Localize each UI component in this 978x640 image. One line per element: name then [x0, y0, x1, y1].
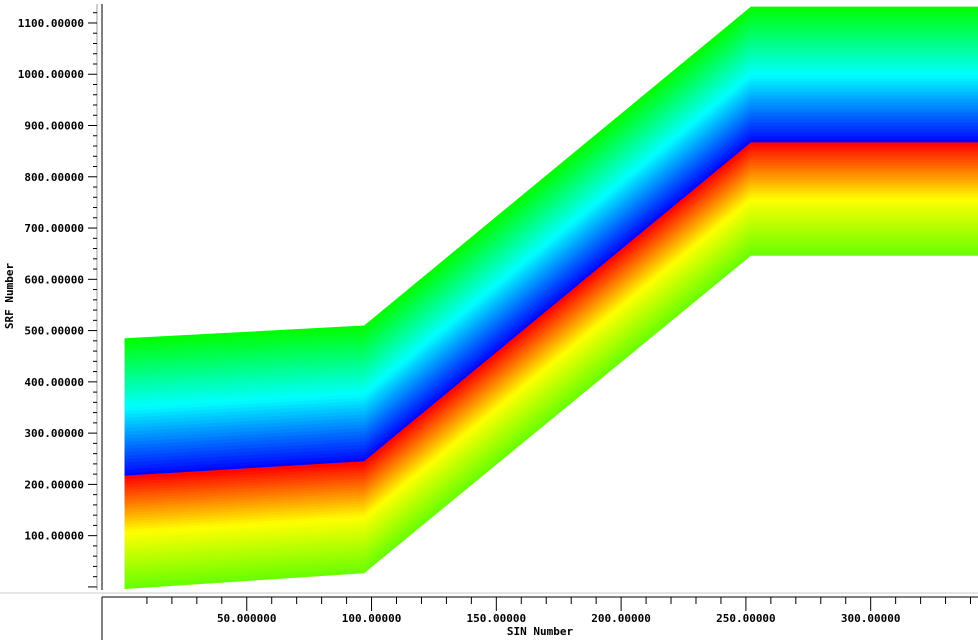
band-upper-stripe [124, 6, 978, 343]
band-upper-stripe [124, 94, 978, 432]
band-upper-stripe [124, 81, 978, 418]
y-axis-title: SRF Number [3, 263, 16, 330]
band-upper-stripe [124, 13, 978, 350]
band-upper-stripe [124, 30, 978, 367]
y-tick-label: 700.00000 [24, 222, 84, 235]
band-upper-stripe [124, 71, 978, 408]
band-upper-stripe [124, 50, 978, 387]
y-tick-label: 400.00000 [24, 376, 84, 389]
x-tick-label: 200.00000 [591, 612, 651, 625]
x-tick-label: 300.00000 [841, 612, 901, 625]
band-upper-stripe [124, 57, 978, 394]
x-tick-label: 250.00000 [716, 612, 776, 625]
x-tick-label: 150.00000 [467, 612, 527, 625]
plot-area [124, 6, 978, 590]
y-axis: 100.00000 200.00000 300.00000 400.00000 500.… [18, 4, 103, 590]
band-upper-stripe [124, 40, 978, 377]
band-upper-stripe [124, 16, 978, 353]
band-upper-stripe [124, 118, 978, 456]
x-tick-label: 100.00000 [342, 612, 402, 625]
y-tick-label: 600.00000 [24, 273, 84, 286]
y-tick-label: 500.00000 [24, 325, 84, 338]
band-upper-stripe [124, 128, 978, 467]
band-upper-stripe [124, 20, 978, 356]
band-upper-stripe [124, 88, 978, 425]
band-upper-stripe [124, 122, 978, 460]
band-upper-stripe [124, 47, 978, 384]
y-tick-label: 900.00000 [24, 120, 84, 133]
band-upper-stripe [124, 37, 978, 374]
y-tick-label: 800.00000 [24, 171, 84, 184]
band-upper-stripe [124, 111, 978, 449]
band-upper-stripe [124, 105, 978, 442]
band-upper-stripe [124, 33, 978, 370]
band-upper-stripe [124, 10, 978, 346]
y-tick-label: 300.00000 [24, 427, 84, 440]
band-upper-stripe [124, 125, 978, 463]
band-upper-stripe [124, 43, 978, 381]
y-tick-label: 100.00000 [24, 530, 84, 543]
band-upper-stripe [124, 74, 978, 411]
band-upper-stripe [124, 91, 978, 429]
band-upper-stripe [124, 26, 978, 363]
band-upper-stripe [124, 60, 978, 398]
band-upper-stripe [124, 98, 978, 436]
x-tick-label: 50.000000 [217, 612, 277, 625]
band-upper-stripe [124, 108, 978, 446]
y-tick-label: 1000.00000 [18, 68, 84, 81]
x-axis: 50.000000 100.00000 150.00000 200.00000 250.… [101, 596, 978, 640]
band-upper-stripe [124, 54, 978, 391]
band-upper-stripe [124, 64, 978, 401]
band-upper-stripe [124, 101, 978, 439]
band-upper-stripe [124, 67, 978, 405]
y-tick-label: 1100.00000 [18, 17, 84, 30]
band-upper-stripe [124, 77, 978, 415]
band-upper-stripe [124, 135, 978, 473]
band-upper-stripe [124, 132, 978, 470]
band-upper-stripe [124, 23, 978, 360]
band-upper-stripe [124, 115, 978, 453]
y-tick-label: 200.00000 [24, 478, 84, 491]
x-axis-title: SIN Number [507, 625, 574, 638]
band-upper-stripe [124, 84, 978, 422]
